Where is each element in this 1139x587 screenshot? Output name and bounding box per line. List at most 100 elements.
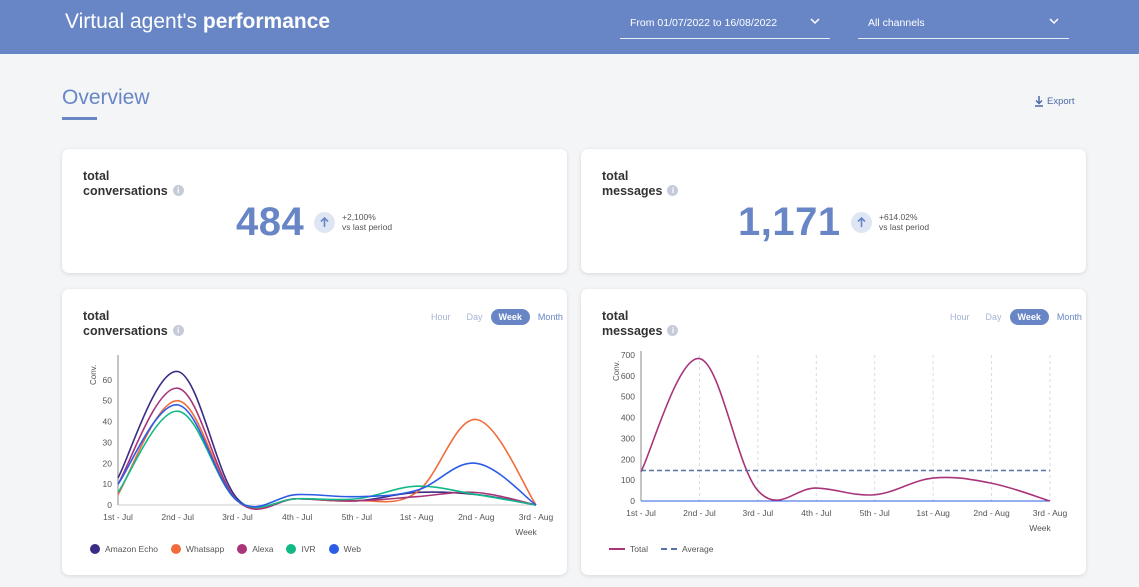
chart-card-messages: total messages i Hour Day Week Month 0 100… xyxy=(581,289,1086,575)
y-tick-label: 30 xyxy=(103,437,113,447)
series-line-ivr[interactable] xyxy=(117,410,537,509)
x-tick-label: 2nd - Aug xyxy=(458,512,495,522)
y-tick-label: 300 xyxy=(621,433,635,443)
x-tick-label: 4th - Jul xyxy=(282,512,312,522)
info-icon[interactable]: i xyxy=(667,185,679,197)
kpi-title-line2: messages xyxy=(602,184,663,198)
kpi-title-line2: conversations xyxy=(83,184,168,198)
x-tick-label: 1st - Jul xyxy=(103,512,133,522)
export-button[interactable]: Export xyxy=(1034,96,1074,107)
chart-title-line2: messages xyxy=(602,324,663,338)
date-range-dropdown[interactable]: From 01/07/2022 to 16/08/2022 xyxy=(620,0,830,39)
page-title-light: Virtual agent's xyxy=(65,10,203,33)
download-icon xyxy=(1035,96,1043,107)
y-tick-label: 200 xyxy=(621,454,635,464)
legend-item-total[interactable]: Total xyxy=(609,544,648,554)
chart-title: total conversations i xyxy=(83,309,184,339)
page-title-bold: performance xyxy=(202,10,331,33)
kpi-trend-pct: +614.02% xyxy=(879,212,918,222)
x-tick-label: 5th - Jul xyxy=(342,512,372,522)
y-tick-label: 10 xyxy=(103,479,113,489)
chart-title-line2: conversations xyxy=(83,324,168,338)
x-tick-label: 2nd - Aug xyxy=(973,508,1010,518)
y-tick-label: 40 xyxy=(103,417,113,427)
chart-card-conversations: total conversations i Hour Day Week Month… xyxy=(62,289,567,575)
kpi-title: total messages i xyxy=(602,169,679,199)
x-axis-label: Week xyxy=(515,527,537,537)
y-axis-label: Conv. xyxy=(612,361,621,381)
x-tick-label: 1st - Jul xyxy=(626,508,656,518)
date-range-label: From 01/07/2022 to 16/08/2022 xyxy=(630,17,778,29)
legend-label: Web xyxy=(343,544,361,554)
x-tick-label: 3rd - Jul xyxy=(222,512,253,522)
chart-legend: Amazon Echo Whatsapp Alexa IVR Web xyxy=(90,544,361,554)
period-day[interactable]: Day xyxy=(985,312,1002,322)
chart-legend: Total Average xyxy=(609,544,713,554)
section-title-underline xyxy=(62,117,97,120)
kpi-trend: +2,100% vs last period xyxy=(342,212,392,232)
x-tick-label: 5th - Jul xyxy=(860,508,890,518)
series-line-web[interactable] xyxy=(117,404,537,508)
y-tick-label: 100 xyxy=(621,475,635,485)
y-tick-label: 20 xyxy=(103,458,113,468)
legend-item-whatsapp[interactable]: Whatsapp xyxy=(170,544,225,554)
conversations-line-chart: 0 10 20 30 40 50 60 Conv. 1st - Jul 2nd - Jul 3rd … xyxy=(89,355,554,537)
legend-item-ivr[interactable]: IVR xyxy=(286,544,316,554)
x-tick-label: 3rd - Jul xyxy=(742,508,773,518)
kpi-title: total conversations i xyxy=(83,169,184,199)
legend-swatch xyxy=(90,544,100,554)
x-axis-label: Week xyxy=(1029,523,1051,533)
y-tick-label: 50 xyxy=(103,396,113,406)
kpi-trend-label: vs last period xyxy=(879,222,930,232)
period-week[interactable]: Week xyxy=(490,309,530,325)
y-tick-label: 400 xyxy=(621,413,635,423)
top-header-bar: Virtual agent's performance From 01/07/2… xyxy=(0,0,1139,54)
legend-label: Total xyxy=(630,544,648,554)
legend-swatch xyxy=(170,544,181,554)
x-tick-label: 1st - Aug xyxy=(916,508,950,518)
kpi-card-messages: total messages i 1,171 +614.02% vs last p… xyxy=(581,149,1086,273)
chart-title-line1: total xyxy=(602,309,629,323)
period-month[interactable]: Month xyxy=(537,312,563,322)
legend-swatch xyxy=(286,544,297,554)
kpi-trend-pct: +2,100% xyxy=(342,212,376,222)
kpi-trend: +614.02% vs last period xyxy=(879,212,929,232)
legend-label: Average xyxy=(681,544,714,554)
period-selector: Hour Day Week Month xyxy=(942,309,1090,325)
legend-label: IVR xyxy=(301,544,316,554)
kpi-card-conversations: total conversations i 484 +2,100% vs last… xyxy=(62,149,567,273)
chart-title: total messages i xyxy=(602,309,679,339)
period-week[interactable]: Week xyxy=(1009,309,1049,325)
legend-item-amazon-echo[interactable]: Amazon Echo xyxy=(90,544,158,554)
info-icon[interactable]: i xyxy=(172,325,184,337)
legend-label: Whatsapp xyxy=(185,544,225,554)
y-axis-label: Conv. xyxy=(89,365,98,385)
series-line-total[interactable] xyxy=(640,357,1051,502)
legend-swatch xyxy=(660,548,677,550)
kpi-title-line1: total xyxy=(602,169,629,183)
period-hour[interactable]: Hour xyxy=(950,312,970,322)
y-tick-label: 60 xyxy=(103,375,113,385)
legend-swatch xyxy=(237,544,248,554)
y-tick-label: 0 xyxy=(630,496,635,506)
kpi-value: 484 xyxy=(236,200,305,244)
kpi-title-line1: total xyxy=(83,169,110,183)
x-tick-label: 2nd - Jul xyxy=(161,512,194,522)
section-title: Overview xyxy=(62,86,150,109)
info-icon[interactable]: i xyxy=(667,325,679,337)
legend-item-web[interactable]: Web xyxy=(328,544,361,554)
period-month[interactable]: Month xyxy=(1056,312,1082,322)
x-tick-label: 3rd - Aug xyxy=(519,512,554,522)
period-selector: Hour Day Week Month xyxy=(423,309,571,325)
info-icon[interactable]: i xyxy=(172,185,184,197)
legend-item-average[interactable]: Average xyxy=(660,544,714,554)
page-title: Virtual agent's performance xyxy=(65,10,330,34)
channel-dropdown[interactable]: All channels xyxy=(858,0,1069,39)
period-hour[interactable]: Hour xyxy=(431,312,451,322)
series-line-amazon-echo[interactable] xyxy=(117,370,537,510)
legend-item-alexa[interactable]: Alexa xyxy=(237,544,273,554)
period-day[interactable]: Day xyxy=(466,312,483,322)
chevron-down-icon xyxy=(1049,18,1059,25)
x-tick-label: 4th - Jul xyxy=(801,508,831,518)
